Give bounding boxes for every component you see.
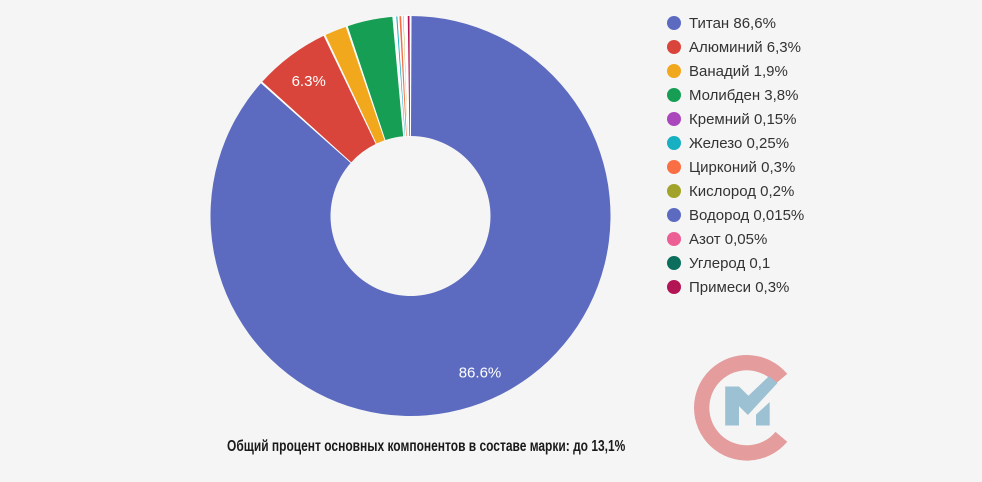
svg-text:6.3%: 6.3% <box>292 73 326 90</box>
svg-text:86.6%: 86.6% <box>459 365 502 382</box>
